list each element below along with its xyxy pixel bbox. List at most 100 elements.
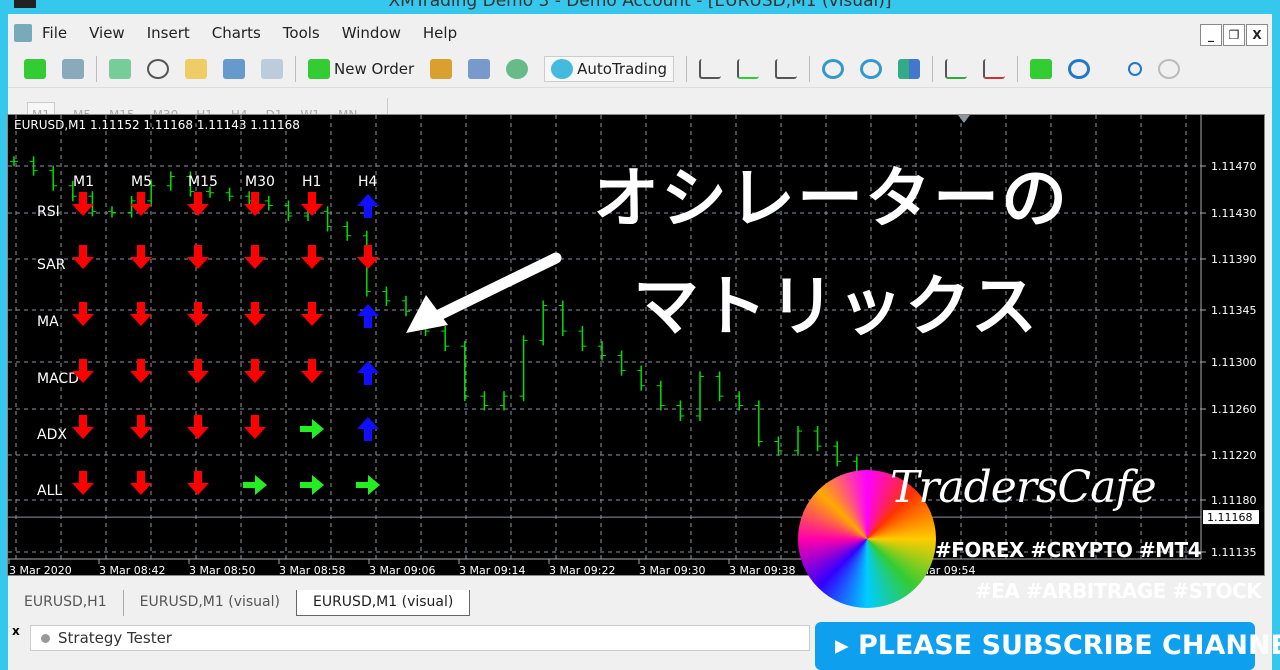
crosshair-icon[interactable] [147, 58, 169, 79]
price-label: 1.11220 [1211, 449, 1257, 462]
price-chart[interactable]: 1.11470 1.11430 1.11390 1.11345 1.11300 1.112… [7, 114, 1265, 577]
arrow-down-icon [301, 192, 323, 216]
arrow-down-icon [244, 192, 266, 216]
price-label: 1.11345 [1211, 304, 1257, 317]
new-order-button[interactable]: New Order [308, 58, 414, 79]
chart-canvas: 1.11470 1.11430 1.11390 1.11345 1.11300 1.112… [8, 115, 1259, 577]
terminal-icon[interactable] [223, 58, 245, 79]
arrow-down-icon [244, 302, 266, 326]
menu-file[interactable]: File [42, 24, 68, 42]
current-price-label: 1.11168 [1207, 511, 1253, 524]
menu-help[interactable]: Help [422, 24, 458, 42]
candlestick-icon[interactable] [737, 58, 759, 79]
market-icon[interactable] [506, 58, 529, 79]
arrow-down-icon [130, 471, 152, 495]
chat-icon[interactable] [1158, 58, 1180, 79]
time-label: 3 Mar 09:30 [639, 564, 705, 577]
symbol-info: EURUSD,M1 1.11152 1.11168 1.11143 1.1116… [14, 118, 300, 132]
subscribe-banner[interactable]: ▸ PLEASE SUBSCRIBE CHANNEL [815, 622, 1280, 670]
mdi-close-button[interactable]: X [1246, 24, 1268, 46]
time-label: 3 Mar 09:22 [549, 564, 615, 577]
close-panel-icon[interactable]: x [12, 624, 20, 638]
brand-logo-text: TradersCafe [890, 462, 1157, 513]
time-label: 3 Mar 08:42 [99, 564, 165, 577]
tab-eurusd-m1-visual[interactable]: EURUSD,M1 (visual) [139, 594, 280, 610]
arrow-down-icon [301, 245, 323, 269]
overlay-title-line2: マトリックス [633, 268, 1040, 345]
menu-tools[interactable]: Tools [282, 24, 320, 42]
price-label: 1.11470 [1211, 160, 1257, 173]
arrow-down-icon [187, 471, 209, 495]
arrow-down-icon [357, 245, 379, 269]
arrow-down-icon [244, 359, 266, 383]
chart-shift-marker [958, 115, 970, 123]
market-watch-icon[interactable] [109, 58, 131, 79]
arrow-down-icon [72, 359, 94, 383]
matrix-row-macd: MACD [37, 371, 79, 387]
status-dot-icon [41, 634, 50, 643]
zoom-out-icon[interactable] [860, 58, 882, 79]
matrix-column-m30: M30 [245, 174, 275, 190]
menu-insert[interactable]: Insert [146, 24, 190, 42]
search-icon[interactable] [1128, 61, 1142, 76]
price-label: 1.11300 [1211, 356, 1257, 369]
autotrading-label: AutoTrading [577, 59, 667, 78]
pointer-arrow-head [406, 295, 448, 333]
title-bar: XMTrading Demo 3 - Demo Account - [EURUS… [0, 0, 1280, 14]
separator [932, 55, 933, 82]
time-label: 3 Mar 08:58 [279, 564, 345, 577]
navigator-icon[interactable] [185, 58, 207, 79]
auto-scroll-icon[interactable] [945, 58, 967, 79]
separator [295, 55, 296, 82]
tile-windows-icon[interactable] [898, 58, 920, 79]
menu-window[interactable]: Window [341, 24, 401, 42]
arrow-down-icon [72, 245, 94, 269]
arrow-down-icon [187, 192, 209, 216]
new-order-icon [308, 58, 330, 79]
mdi-minimize-button[interactable]: _ [1200, 24, 1222, 46]
time-label: 3 Mar 2020 [9, 564, 72, 577]
menu-view[interactable]: View [89, 24, 125, 42]
arrow-down-icon [130, 359, 152, 383]
arrow-down-icon [244, 245, 266, 269]
autotrading-icon [551, 58, 574, 79]
matrix-row-adx: ADX [37, 427, 67, 443]
new-chart-icon[interactable] [24, 58, 46, 79]
overlay-title-line1: オシレーターの [593, 160, 1069, 237]
matrix-column-m1: M1 [73, 174, 94, 190]
arrow-up-icon [357, 361, 379, 385]
bar-chart-icon[interactable] [699, 58, 721, 79]
matrix-row-sar: SAR [37, 257, 66, 273]
periods-clock-icon[interactable] [1068, 58, 1090, 79]
menu-bar: File View Insert Charts Tools Window Hel… [8, 18, 1272, 48]
arrow-right-icon [300, 419, 324, 439]
separator [686, 55, 687, 82]
indicators-icon[interactable] [1030, 58, 1052, 79]
separator [1017, 55, 1018, 82]
arrow-right-icon [243, 475, 267, 495]
separator [809, 55, 810, 82]
profiles-icon[interactable] [62, 58, 84, 79]
autotrading-button[interactable]: AutoTrading [544, 55, 674, 82]
metaeditor-icon[interactable] [430, 58, 453, 79]
zoom-in-icon[interactable] [822, 58, 844, 79]
matrix-row-rsi: RSI [37, 204, 60, 220]
strategy-tester-panel[interactable]: Strategy Tester [30, 625, 810, 651]
price-label: 1.11135 [1211, 546, 1257, 559]
signals-icon[interactable] [468, 58, 491, 79]
hashtags-line1: #FOREX #CRYPTO #MT4 [935, 538, 1202, 562]
chart-shift-icon[interactable] [983, 58, 1005, 79]
time-label: 3 Mar 09:06 [369, 564, 435, 577]
tab-eurusd-h1[interactable]: EURUSD,H1 [8, 590, 124, 616]
mdi-restore-button[interactable]: ❐ [1223, 24, 1245, 46]
tab-eurusd-m1-visual-active[interactable]: EURUSD,M1 (visual) [295, 590, 471, 616]
current-price-box [1203, 510, 1259, 525]
arrow-down-icon [130, 302, 152, 326]
time-label: 3 Mar 09:38 [729, 564, 795, 577]
strategy-tester-icon[interactable] [261, 58, 283, 79]
lion-logo [798, 470, 936, 608]
menu-charts[interactable]: Charts [211, 24, 261, 42]
line-chart-icon[interactable] [775, 58, 797, 79]
arrow-down-icon [72, 192, 94, 216]
arrow-down-icon [130, 245, 152, 269]
